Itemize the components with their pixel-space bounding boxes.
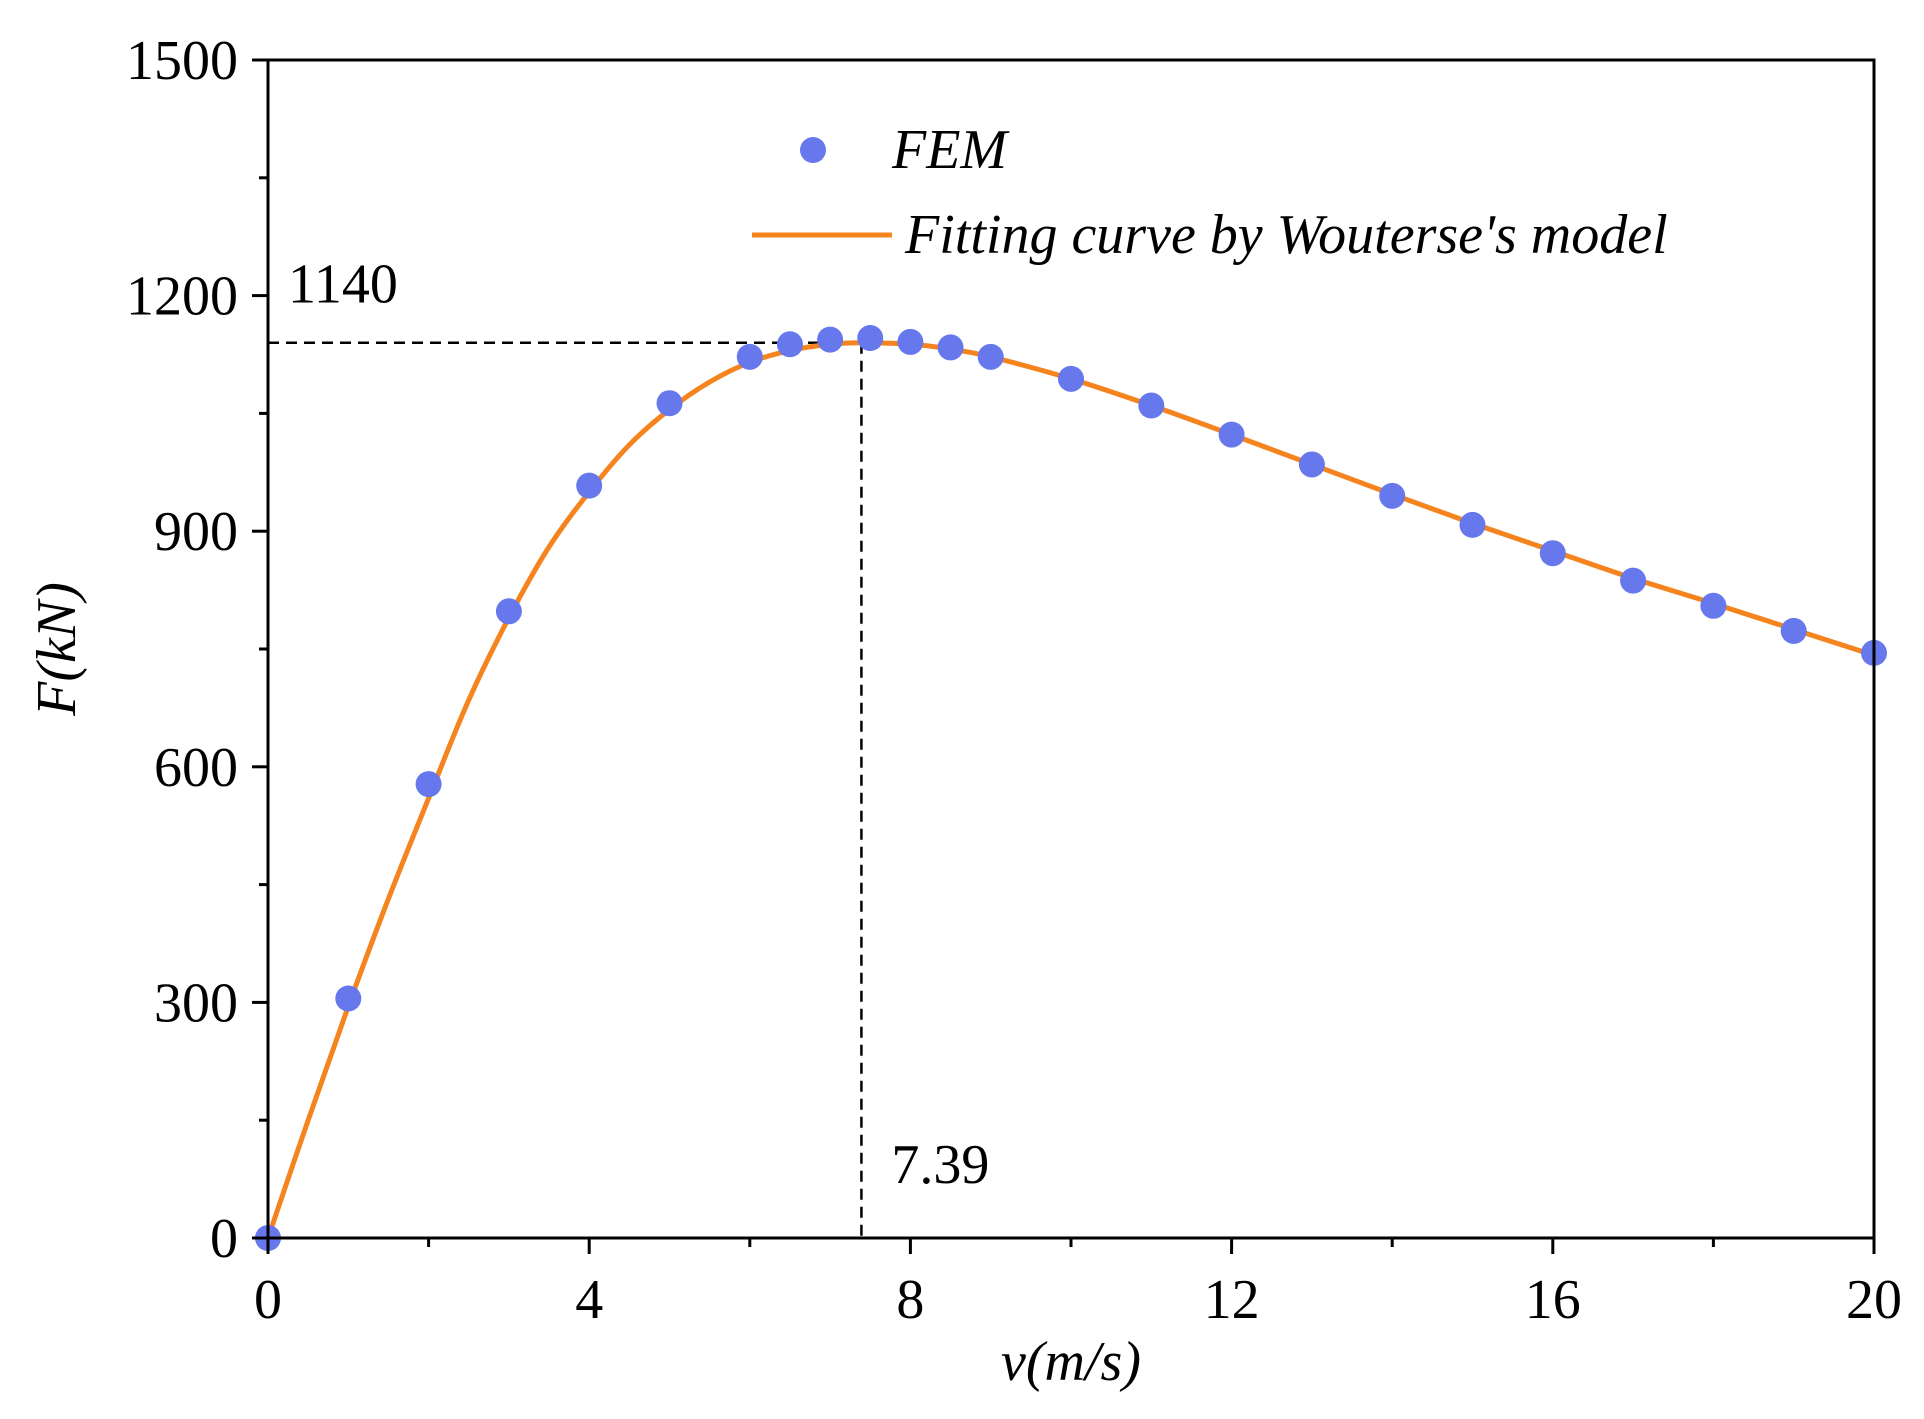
y-axis-title: F(kN): [26, 582, 88, 717]
x-tick-label: 20: [1846, 1269, 1902, 1331]
fem-point: [736, 343, 763, 370]
fem-point: [1539, 540, 1566, 567]
fem-points-layer: [255, 325, 1887, 1251]
y-tick-label: 1200: [126, 266, 238, 328]
y-axis-ticks: 0 300 600 900 1200 1500: [126, 30, 268, 1270]
peak-velocity-annotation: 7.39: [891, 1134, 989, 1196]
fem-point: [977, 343, 1004, 370]
fem-point: [1620, 567, 1647, 594]
fem-point: [335, 985, 362, 1012]
fem-point: [817, 326, 844, 353]
fem-point: [1298, 451, 1325, 478]
legend-fem-marker: [800, 137, 826, 163]
fit-curve-layer: [265, 340, 1875, 1239]
y-tick-label: 0: [210, 1208, 238, 1270]
fem-point: [857, 325, 884, 352]
fem-point: [776, 331, 803, 358]
y-tick-label: 300: [154, 972, 238, 1034]
x-tick-label: 4: [575, 1269, 603, 1331]
fem-point: [495, 598, 522, 625]
legend-fem-label: FEM: [891, 119, 1010, 181]
fem-point: [656, 390, 683, 417]
y-tick-label: 900: [154, 501, 238, 563]
legend-fit-label: Fitting curve by Wouterse's model: [904, 204, 1668, 266]
x-axis-title: v(m/s): [1001, 1331, 1141, 1393]
x-tick-label: 8: [896, 1269, 924, 1331]
y-tick-label: 1500: [126, 30, 238, 92]
x-tick-label: 12: [1204, 1269, 1260, 1331]
legend: FEM Fitting curve by Wouterse's model: [752, 119, 1668, 266]
x-axis-ticks: 0 4 8 12 16 20: [254, 1238, 1902, 1331]
guide-lines: [268, 341, 863, 1238]
fem-point: [1058, 365, 1084, 392]
fem-point: [897, 328, 924, 355]
fit-curve-line: [265, 340, 1875, 1239]
fem-point: [937, 334, 964, 361]
fem-point: [1459, 511, 1486, 538]
x-tick-label: 16: [1525, 1269, 1581, 1331]
fem-point: [576, 472, 603, 499]
y-tick-label: 600: [154, 737, 238, 799]
fem-point: [1780, 617, 1807, 644]
fem-point: [1379, 482, 1406, 509]
fem-point: [1138, 392, 1165, 419]
fem-point: [1218, 421, 1245, 448]
peak-force-annotation: 1140: [288, 254, 398, 316]
x-tick-label: 0: [254, 1269, 282, 1331]
fem-point: [1700, 592, 1727, 619]
fem-point: [415, 771, 442, 798]
